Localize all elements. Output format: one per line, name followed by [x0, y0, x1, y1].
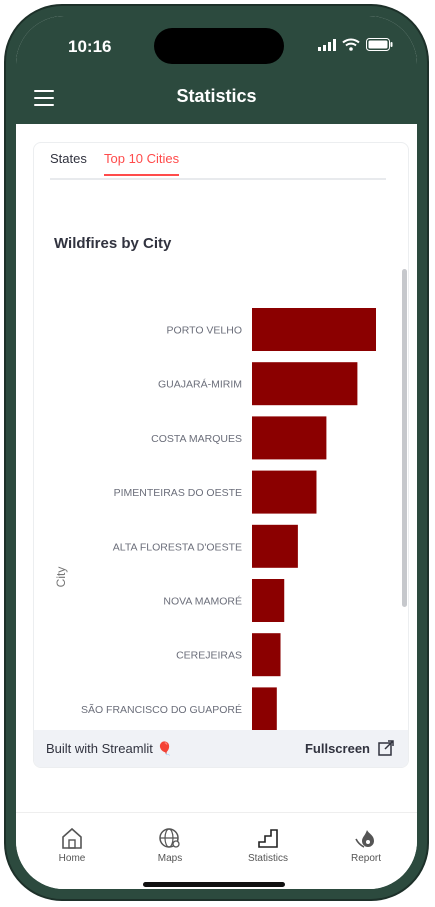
wifi-icon: [342, 38, 360, 51]
nav-statistics[interactable]: Statistics: [228, 827, 308, 864]
nav-home[interactable]: Home: [32, 827, 112, 864]
fire-report-icon: [355, 830, 374, 848]
category-tick-label: CEREJEIRAS: [176, 650, 242, 662]
phone-frame: 10:16 Statistics States Top 10 Cities Wi…: [4, 4, 429, 901]
balloon-icon: 🎈: [156, 741, 173, 756]
external-link-icon: [378, 740, 394, 756]
nav-maps[interactable]: Maps: [130, 827, 210, 864]
chart-scrollbar[interactable]: [402, 269, 407, 607]
status-icons: [318, 38, 393, 51]
signal-icon: [318, 38, 336, 51]
battery-icon: [366, 38, 393, 51]
category-tick-label: GUAJARÁ-MIRIM: [158, 378, 242, 391]
category-tick-label: NOVA MAMORÉ: [163, 595, 242, 608]
hamburger-menu-button[interactable]: [34, 90, 54, 106]
category-tick-label: COSTA MARQUES: [151, 433, 242, 445]
page-title: Statistics: [176, 86, 257, 106]
bar[interactable]: [252, 579, 285, 622]
bar[interactable]: [252, 633, 281, 677]
bar[interactable]: [252, 524, 298, 568]
top-bar: 10:16 Statistics: [16, 16, 417, 124]
category-tick-label: ALTA FLORESTA D'OESTE: [113, 541, 242, 553]
bar-chart: City PORTO VELHO GUAJARÁ-MIRIM COSTA MARQUE…: [54, 308, 376, 730]
nav-report[interactable]: Report: [326, 827, 406, 864]
stairs-chart-icon: [258, 829, 278, 848]
built-with-label: Built with Streamlit 🎈: [46, 741, 173, 756]
bottom-navigation: Home Maps Statistics Report: [16, 812, 417, 889]
streamlit-footer: Built with Streamlit 🎈 Fullscreen: [34, 730, 408, 767]
category-tick-label: PIMENTEIRAS DO OESTE: [114, 487, 242, 499]
bar[interactable]: [252, 470, 317, 514]
fullscreen-button[interactable]: Fullscreen: [305, 740, 394, 756]
category-tick-label: SÃO FRANCISCO DO GUAPORÉ: [81, 703, 242, 716]
tab-bar: States Top 10 Cities: [50, 148, 386, 180]
chart-card: States Top 10 Cities Wildfires by City C…: [33, 142, 409, 768]
bar[interactable]: [252, 687, 277, 730]
globe-icon: [159, 828, 180, 848]
dynamic-island: [154, 28, 284, 64]
tab-states[interactable]: States: [50, 151, 87, 166]
home-icon: [62, 827, 82, 849]
bar[interactable]: [252, 308, 376, 351]
bar[interactable]: [252, 416, 327, 460]
bar[interactable]: [252, 362, 358, 406]
status-time: 10:16: [68, 37, 112, 56]
chart-title: Wildfires by City: [54, 235, 172, 252]
home-indicator: [143, 882, 285, 887]
category-tick-label: PORTO VELHO: [167, 325, 242, 337]
y-axis-label: City: [54, 567, 68, 588]
app-screen: 10:16 Statistics States Top 10 Cities Wi…: [16, 16, 417, 889]
tab-top-10-cities[interactable]: Top 10 Cities: [104, 148, 180, 176]
